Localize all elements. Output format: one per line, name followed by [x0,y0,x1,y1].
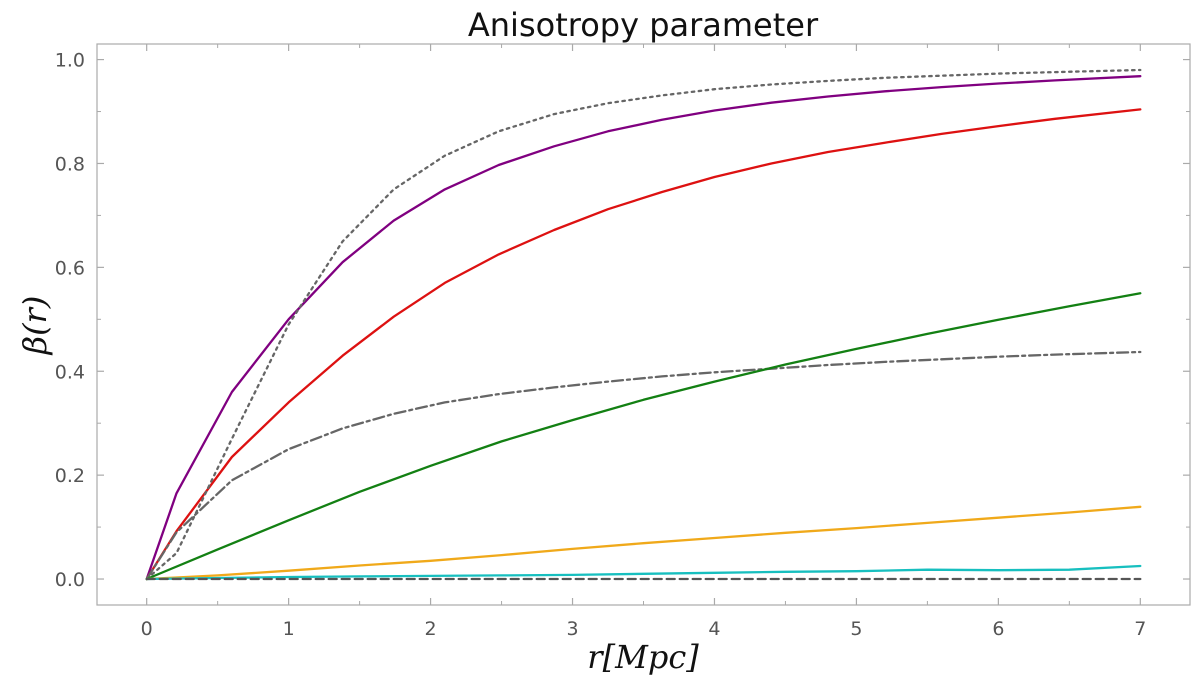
x-tick-label: 7 [1134,618,1146,640]
x-tick-label: 6 [992,618,1004,640]
series-line-3 [145,68,1142,581]
y-tick-label: 0.4 [55,361,85,383]
x-tick-label: 4 [708,618,720,640]
x-tick-label: 3 [566,618,578,640]
chart-title: Anisotropy parameter [468,6,819,44]
series-line-2 [145,108,1142,581]
series-line-7 [145,564,1142,581]
x-tick-label: 2 [425,618,437,640]
y-tick-label: 0.8 [55,153,85,175]
series-line-6 [145,505,1142,581]
x-axis-label: r[Mpc] [587,638,699,676]
x-tick-label: 0 [141,618,153,640]
y-tick-label: 0.6 [55,257,85,279]
y-axis-label: β(r) [16,296,54,356]
series-line-1 [145,75,1142,581]
y-tick-label: 0.2 [55,465,85,487]
y-tick-label: 0.0 [55,569,85,591]
series-line-5 [145,292,1142,581]
series-line-4 [145,350,1142,581]
x-tick-label: 5 [850,618,862,640]
plot-area: 0 1 2 3 4 5 6 7 0.0 0.2 0.4 0.6 0.8 1.0 [55,43,1191,640]
y-tick-label: 1.0 [55,50,85,72]
x-tick-label: 1 [283,618,295,640]
